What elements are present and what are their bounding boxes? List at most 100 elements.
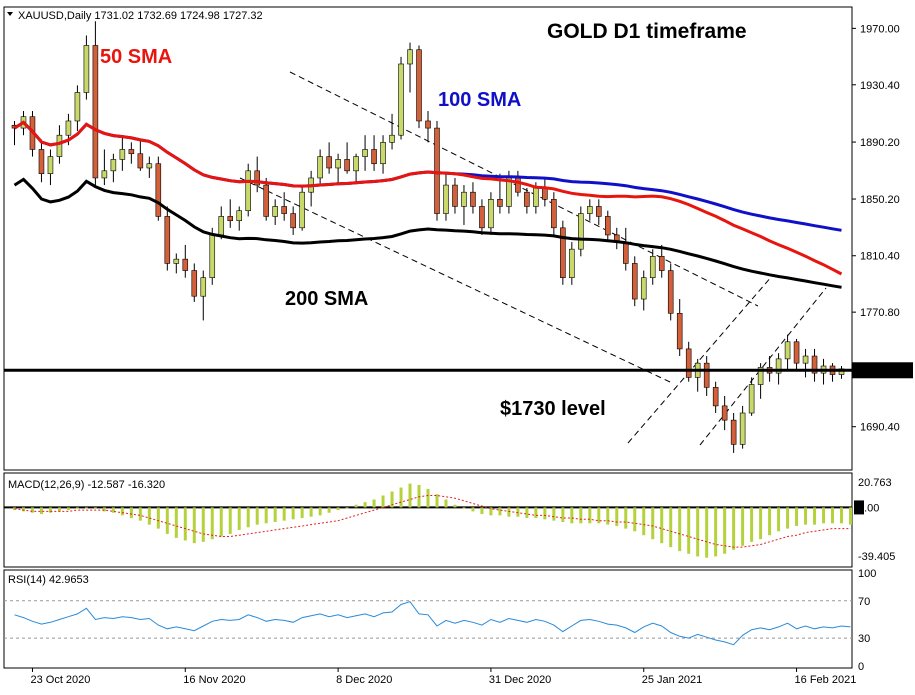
rsi-tick-label: 0 — [858, 661, 864, 673]
bull-candle — [110, 159, 117, 172]
macd-hist-bar — [498, 507, 502, 516]
bear-candle — [164, 216, 171, 264]
bear-candle — [155, 163, 162, 217]
macd-hist-bar — [678, 507, 682, 552]
bull-candle — [649, 256, 656, 278]
bull-candle — [47, 156, 54, 174]
macd-hist-bar — [435, 494, 439, 508]
macd-signal-line — [14, 495, 851, 548]
bear-candle — [703, 362, 710, 388]
bear-candle — [730, 419, 737, 445]
macd-hist-bar — [669, 507, 673, 548]
bull-candle — [317, 156, 323, 179]
bull-candle — [389, 134, 395, 143]
price-tick-label: 1770.80 — [860, 307, 900, 319]
macd-hist-bar — [462, 507, 466, 509]
macd-hist-bar — [264, 507, 268, 524]
bear-candle — [38, 149, 45, 174]
bear-candle — [263, 184, 269, 217]
bull-candle — [757, 367, 764, 385]
macd-hist-bar — [291, 507, 295, 520]
bear-candle — [712, 387, 719, 407]
macd-hist-bar — [633, 507, 637, 532]
macd-hist-bar — [147, 507, 151, 525]
macd-hist-bar — [84, 507, 88, 509]
bear-candle — [524, 191, 530, 207]
bear-candle — [542, 187, 548, 200]
macd-hist-bar — [246, 507, 250, 528]
bear-candle — [281, 206, 287, 214]
macd-hist-bar — [48, 507, 52, 513]
bear-candle — [371, 149, 377, 165]
bull-candle — [578, 213, 584, 250]
macd-hist-bar — [660, 507, 664, 544]
macd-hist-bar — [848, 507, 852, 525]
macd-hist-bar — [309, 507, 313, 517]
bear-candle — [721, 405, 728, 421]
bull-candle — [533, 187, 539, 207]
rsi-tick-label: 100 — [858, 568, 876, 580]
bear-candle — [344, 159, 350, 172]
macd-hist-bar — [138, 507, 142, 521]
bull-candle — [119, 149, 126, 160]
macd-hist-bar — [516, 507, 520, 517]
bear-candle — [676, 312, 683, 350]
macd-hist-bar — [273, 507, 277, 522]
macd-hist-bar — [75, 507, 79, 509]
macd-hist-bar — [561, 507, 565, 522]
macd-hist-bar — [687, 507, 691, 554]
macd-hist-bar — [372, 499, 376, 508]
wedge-upper-line — [699, 287, 827, 446]
bear-candle — [658, 256, 665, 271]
macd-hist-bar — [525, 507, 529, 519]
bear-candle — [92, 45, 99, 179]
macd-hist-bar — [111, 507, 115, 513]
macd-hist-bar — [66, 507, 70, 511]
macd-hist-bar — [822, 507, 826, 524]
macd-hist-bar — [723, 507, 727, 554]
bear-candle — [793, 341, 800, 364]
bear-candle — [128, 149, 135, 155]
rsi-tick-label: 70 — [858, 596, 870, 608]
channel-upper-line — [289, 71, 759, 307]
bull-candle — [65, 120, 72, 136]
macd-hist-bar — [453, 504, 457, 508]
bull-candle — [236, 210, 242, 221]
macd-hist-bar — [786, 507, 790, 529]
symbol-header: XAUUSD,Daily 1731.02 1732.69 1724.98 172… — [18, 10, 263, 22]
sma50-annotation: 50 SMA — [100, 46, 172, 68]
bull-candle — [784, 341, 791, 360]
bear-candle — [631, 263, 638, 300]
bear-candle — [182, 258, 189, 271]
macd-tick-label: 20.763 — [858, 477, 892, 489]
bull-candle — [299, 191, 305, 229]
bull-candle — [802, 355, 809, 364]
macd-hist-bar — [615, 507, 619, 526]
x-tick-label: 25 Jan 2021 — [642, 674, 703, 686]
macd-hist-bar — [840, 507, 844, 524]
macd-hist-bar — [30, 507, 34, 513]
macd-hist-bar — [318, 507, 322, 516]
macd-hist-bar — [714, 507, 718, 557]
macd-hist-bar — [345, 507, 349, 509]
macd-title: MACD(12,26,9) -12.587 -16.320 — [8, 479, 165, 491]
macd-hist-bar — [579, 507, 583, 524]
macd-hist-bar — [237, 507, 241, 530]
bull-candle — [443, 184, 449, 214]
macd-hist-bar — [183, 507, 187, 541]
macd-hist-bar — [759, 507, 763, 540]
macd-hist-bar — [480, 507, 484, 515]
bear-candle — [605, 216, 611, 236]
macd-hist-bar — [750, 507, 754, 542]
sma100-annotation: 100 SMA — [438, 89, 521, 111]
macd-hist-bar — [102, 507, 106, 512]
macd-hist-bar — [354, 504, 358, 508]
bear-candle — [137, 153, 144, 169]
macd-hist-bar — [327, 507, 331, 513]
bear-candle — [452, 184, 458, 207]
dropdown-triangle-icon — [7, 12, 13, 16]
current-price-label: 1730.00 — [859, 365, 899, 377]
macd-hist-bar — [417, 484, 421, 508]
bear-candle — [497, 199, 503, 207]
macd-hist-bar — [426, 488, 430, 508]
